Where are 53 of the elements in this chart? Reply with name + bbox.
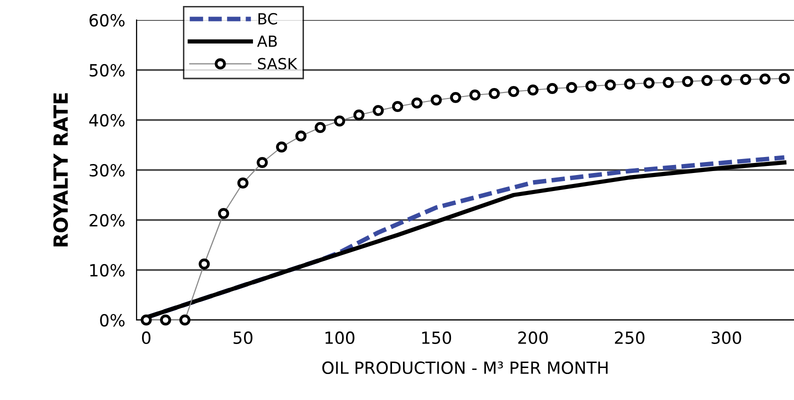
point	[392, 100, 404, 112]
point	[314, 122, 326, 134]
point	[160, 314, 172, 326]
x-tick-label: 150	[422, 331, 452, 344]
point	[256, 156, 268, 168]
x-tick-label: 100	[326, 331, 354, 344]
point	[334, 115, 346, 127]
point	[353, 109, 364, 121]
point	[372, 104, 384, 116]
point	[662, 76, 674, 88]
point	[198, 258, 210, 270]
point	[218, 208, 230, 220]
y-tick-label: 0%	[100, 314, 125, 327]
point	[778, 72, 790, 84]
point	[179, 314, 190, 326]
y-tick-label: 20%	[90, 214, 125, 227]
x-tick-label: 200	[518, 331, 548, 344]
point	[604, 79, 616, 91]
point	[624, 78, 636, 90]
point	[469, 89, 481, 101]
point	[566, 82, 578, 94]
point	[701, 74, 713, 86]
y-tick-label: 40%	[89, 114, 125, 127]
x-tick-label: 50	[234, 331, 252, 344]
point	[682, 76, 694, 88]
point	[450, 92, 462, 104]
point	[643, 77, 655, 89]
point	[759, 73, 771, 85]
point	[740, 74, 752, 86]
legend-label: BC	[258, 13, 278, 25]
x-tick-label: 300	[712, 331, 742, 344]
x-tick-label: 250	[614, 331, 644, 344]
point	[720, 74, 732, 86]
legend-label: AB	[257, 36, 277, 47]
point	[295, 130, 306, 142]
x-tick-label: 0	[142, 331, 150, 344]
point	[140, 314, 152, 326]
y-tick-label: 60%	[90, 14, 125, 27]
y-axis-title: ROYALTY RATE	[53, 93, 68, 246]
point	[237, 177, 248, 189]
point	[430, 94, 442, 106]
point	[411, 97, 422, 109]
x-axis-title: OIL PRODUCTION - M³ PER MONTH	[322, 361, 608, 374]
y-tick-label: 50%	[90, 64, 125, 77]
point	[546, 82, 558, 94]
legend-label: SASK	[258, 58, 298, 70]
point	[527, 84, 539, 96]
y-tick-label: 10%	[90, 264, 125, 277]
point	[508, 86, 520, 98]
y-tick-label: 30%	[90, 164, 125, 177]
point	[488, 88, 500, 100]
point	[276, 141, 288, 153]
point	[585, 80, 597, 92]
